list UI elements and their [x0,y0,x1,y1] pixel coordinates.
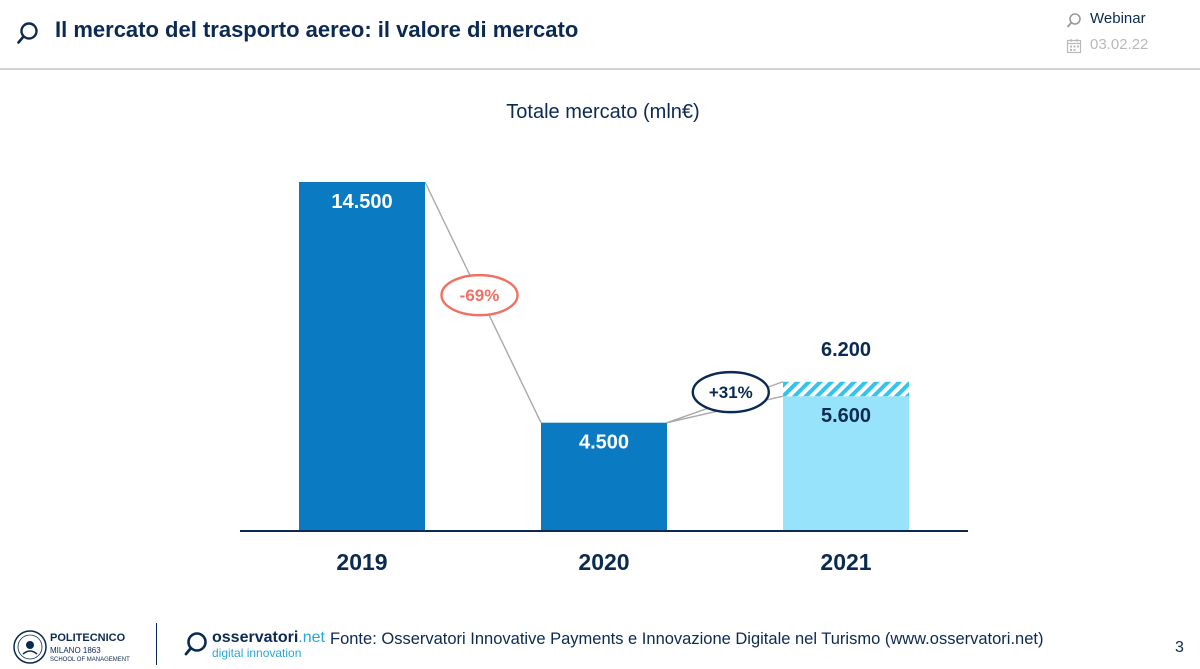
value-label-2020: 4.500 [579,432,629,454]
brand-name: osservatori.net [212,629,325,647]
brand-suffix: .net [298,629,325,646]
calendar-icon [1066,39,1082,54]
event-label: Webinar [1090,10,1146,27]
chart-title: Totale mercato (mln€) [506,101,699,123]
x-tick-2021: 2021 [820,549,871,575]
x-tick-2020: 2020 [578,549,629,575]
search-bubble-icon [1067,13,1081,28]
brand-sub: digital innovation [212,646,302,660]
event-meta: Webinar 03.02.22 [1062,8,1182,56]
event-label-row: Webinar [1062,9,1182,29]
osservatori-logo: osservatori.net digital innovation [183,629,325,669]
page-title: Il mercato del trasporto aereo: il valor… [55,17,579,42]
market-chart: Totale mercato (mln€) 14.500 2019 4.500 202… [240,101,968,575]
bar-2021-hatched-segment [783,381,909,397]
institution-name: POLITECNICO [50,632,126,644]
change-badge-2019-2020 [440,273,519,317]
institution-school: SCHOOL OF MANAGEMENT [50,657,130,663]
politecnico-logo: POLITECNICO MILANO 1863 SCHOOL OF MANAGE… [12,629,142,669]
change-label-2020-2021: +31% [709,383,753,402]
x-tick-2019: 2019 [336,549,387,575]
bar-2019 [299,182,425,531]
event-date: 03.02.22 [1090,36,1149,53]
value-label-2019: 14.500 [331,191,392,213]
osservatori-bubble-icon [184,632,207,656]
search-bubble-icon [17,22,38,44]
value-label-2021: 5.600 [821,405,871,427]
footer-divider [156,623,157,665]
bar-2021 [783,396,909,531]
change-label-2019-2020: -69% [460,286,500,305]
header: Il mercato del trasporto aereo: il valor… [0,0,1200,70]
value-label-2021-total: 6.200 [821,339,871,361]
brand-main: osservatori [212,629,299,646]
footer: POLITECNICO MILANO 1863 SCHOOL OF MANAGE… [0,615,1200,667]
institution-sub: MILANO 1863 [50,646,101,655]
event-date-row: 03.02.22 [1062,35,1182,55]
change-badge-2020-2021 [691,370,770,414]
source-note: Fonte: Osservatori Innovative Payments e… [330,630,1044,648]
page-number: 3 [1175,639,1184,656]
politecnico-seal-icon [13,630,47,664]
bar-2020 [541,422,667,531]
